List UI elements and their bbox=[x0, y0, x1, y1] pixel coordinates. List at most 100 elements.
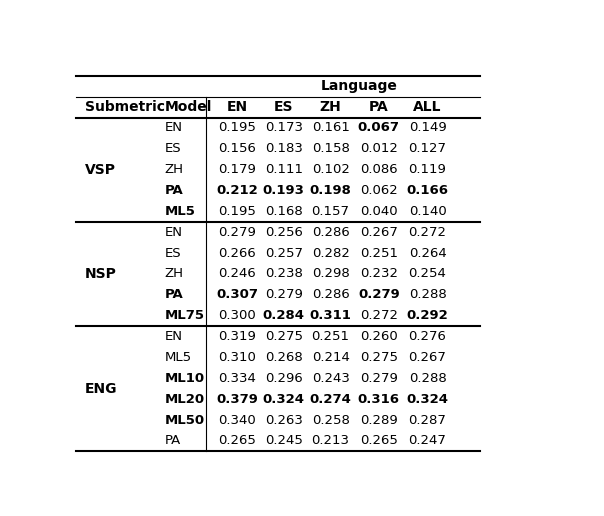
Text: 0.214: 0.214 bbox=[312, 351, 350, 364]
Text: 0.266: 0.266 bbox=[218, 247, 256, 260]
Text: 0.040: 0.040 bbox=[360, 205, 397, 218]
Text: ML75: ML75 bbox=[164, 309, 204, 322]
Text: 0.340: 0.340 bbox=[218, 413, 256, 427]
Text: ML20: ML20 bbox=[164, 393, 205, 406]
Text: 0.119: 0.119 bbox=[408, 163, 446, 176]
Text: 0.275: 0.275 bbox=[360, 351, 398, 364]
Text: 0.279: 0.279 bbox=[360, 372, 398, 385]
Text: ES: ES bbox=[274, 100, 294, 114]
Text: 0.275: 0.275 bbox=[265, 330, 303, 343]
Text: 0.319: 0.319 bbox=[218, 330, 256, 343]
Text: 0.292: 0.292 bbox=[406, 309, 448, 322]
Text: 0.288: 0.288 bbox=[409, 288, 446, 301]
Text: 0.257: 0.257 bbox=[265, 247, 303, 260]
Text: 0.238: 0.238 bbox=[265, 267, 303, 281]
Text: 0.263: 0.263 bbox=[265, 413, 303, 427]
Text: PA: PA bbox=[369, 100, 389, 114]
Text: 0.127: 0.127 bbox=[408, 142, 446, 155]
Text: 0.272: 0.272 bbox=[408, 226, 446, 239]
Text: 0.062: 0.062 bbox=[360, 184, 397, 197]
Text: 0.198: 0.198 bbox=[310, 184, 352, 197]
Text: ES: ES bbox=[164, 247, 181, 260]
Text: EN: EN bbox=[164, 226, 182, 239]
Text: ML5: ML5 bbox=[164, 351, 191, 364]
Text: 0.086: 0.086 bbox=[360, 163, 397, 176]
Text: 0.298: 0.298 bbox=[312, 267, 350, 281]
Text: PA: PA bbox=[164, 184, 183, 197]
Text: 0.195: 0.195 bbox=[218, 121, 256, 135]
Text: 0.247: 0.247 bbox=[408, 434, 446, 447]
Text: ML50: ML50 bbox=[164, 413, 205, 427]
Text: NSP: NSP bbox=[85, 267, 117, 281]
Text: 0.212: 0.212 bbox=[216, 184, 258, 197]
Text: 0.195: 0.195 bbox=[218, 205, 256, 218]
Text: 0.246: 0.246 bbox=[218, 267, 256, 281]
Text: 0.245: 0.245 bbox=[265, 434, 303, 447]
Text: 0.289: 0.289 bbox=[360, 413, 397, 427]
Text: 0.307: 0.307 bbox=[216, 288, 258, 301]
Text: 0.311: 0.311 bbox=[310, 309, 352, 322]
Text: 0.012: 0.012 bbox=[360, 142, 398, 155]
Text: 0.168: 0.168 bbox=[265, 205, 303, 218]
Text: 0.310: 0.310 bbox=[218, 351, 256, 364]
Text: 0.258: 0.258 bbox=[312, 413, 350, 427]
Text: 0.286: 0.286 bbox=[312, 226, 350, 239]
Text: 0.179: 0.179 bbox=[218, 163, 256, 176]
Text: 0.288: 0.288 bbox=[409, 372, 446, 385]
Text: 0.161: 0.161 bbox=[312, 121, 350, 135]
Text: PA: PA bbox=[164, 434, 181, 447]
Text: 0.379: 0.379 bbox=[216, 393, 258, 406]
Text: 0.279: 0.279 bbox=[218, 226, 256, 239]
Text: 0.264: 0.264 bbox=[409, 247, 446, 260]
Text: Model: Model bbox=[164, 100, 212, 114]
Text: 0.276: 0.276 bbox=[408, 330, 446, 343]
Text: Submetric: Submetric bbox=[85, 100, 165, 114]
Text: ML10: ML10 bbox=[164, 372, 205, 385]
Text: ES: ES bbox=[164, 142, 181, 155]
Text: 0.157: 0.157 bbox=[312, 205, 350, 218]
Text: 0.300: 0.300 bbox=[218, 309, 256, 322]
Text: EN: EN bbox=[164, 121, 182, 135]
Text: ZH: ZH bbox=[164, 267, 184, 281]
Text: 0.183: 0.183 bbox=[265, 142, 303, 155]
Text: ML5: ML5 bbox=[164, 205, 195, 218]
Text: 0.267: 0.267 bbox=[360, 226, 398, 239]
Text: Language: Language bbox=[320, 79, 397, 93]
Text: 0.279: 0.279 bbox=[358, 288, 400, 301]
Text: 0.260: 0.260 bbox=[360, 330, 397, 343]
Text: 0.287: 0.287 bbox=[408, 413, 446, 427]
Text: 0.265: 0.265 bbox=[218, 434, 256, 447]
Text: 0.284: 0.284 bbox=[263, 309, 305, 322]
Text: EN: EN bbox=[226, 100, 248, 114]
Text: 0.334: 0.334 bbox=[218, 372, 256, 385]
Text: 0.213: 0.213 bbox=[312, 434, 350, 447]
Text: 0.156: 0.156 bbox=[218, 142, 256, 155]
Text: 0.243: 0.243 bbox=[312, 372, 350, 385]
Text: ALL: ALL bbox=[413, 100, 442, 114]
Text: ZH: ZH bbox=[164, 163, 184, 176]
Text: 0.166: 0.166 bbox=[406, 184, 449, 197]
Text: 0.111: 0.111 bbox=[265, 163, 303, 176]
Text: ENG: ENG bbox=[85, 382, 117, 396]
Text: 0.102: 0.102 bbox=[312, 163, 350, 176]
Text: 0.232: 0.232 bbox=[360, 267, 398, 281]
Text: 0.140: 0.140 bbox=[409, 205, 446, 218]
Text: 0.324: 0.324 bbox=[263, 393, 305, 406]
Text: 0.279: 0.279 bbox=[265, 288, 303, 301]
Text: 0.149: 0.149 bbox=[409, 121, 446, 135]
Text: 0.193: 0.193 bbox=[263, 184, 305, 197]
Text: EN: EN bbox=[164, 330, 182, 343]
Text: 0.251: 0.251 bbox=[360, 247, 398, 260]
Text: 0.286: 0.286 bbox=[312, 288, 350, 301]
Text: 0.067: 0.067 bbox=[358, 121, 400, 135]
Text: 0.267: 0.267 bbox=[408, 351, 446, 364]
Text: VSP: VSP bbox=[85, 163, 116, 176]
Text: 0.274: 0.274 bbox=[310, 393, 352, 406]
Text: 0.296: 0.296 bbox=[265, 372, 303, 385]
Text: 0.254: 0.254 bbox=[408, 267, 446, 281]
Text: 0.251: 0.251 bbox=[312, 330, 350, 343]
Text: 0.256: 0.256 bbox=[265, 226, 303, 239]
Text: 0.272: 0.272 bbox=[360, 309, 398, 322]
Text: 0.324: 0.324 bbox=[406, 393, 449, 406]
Text: 0.265: 0.265 bbox=[360, 434, 398, 447]
